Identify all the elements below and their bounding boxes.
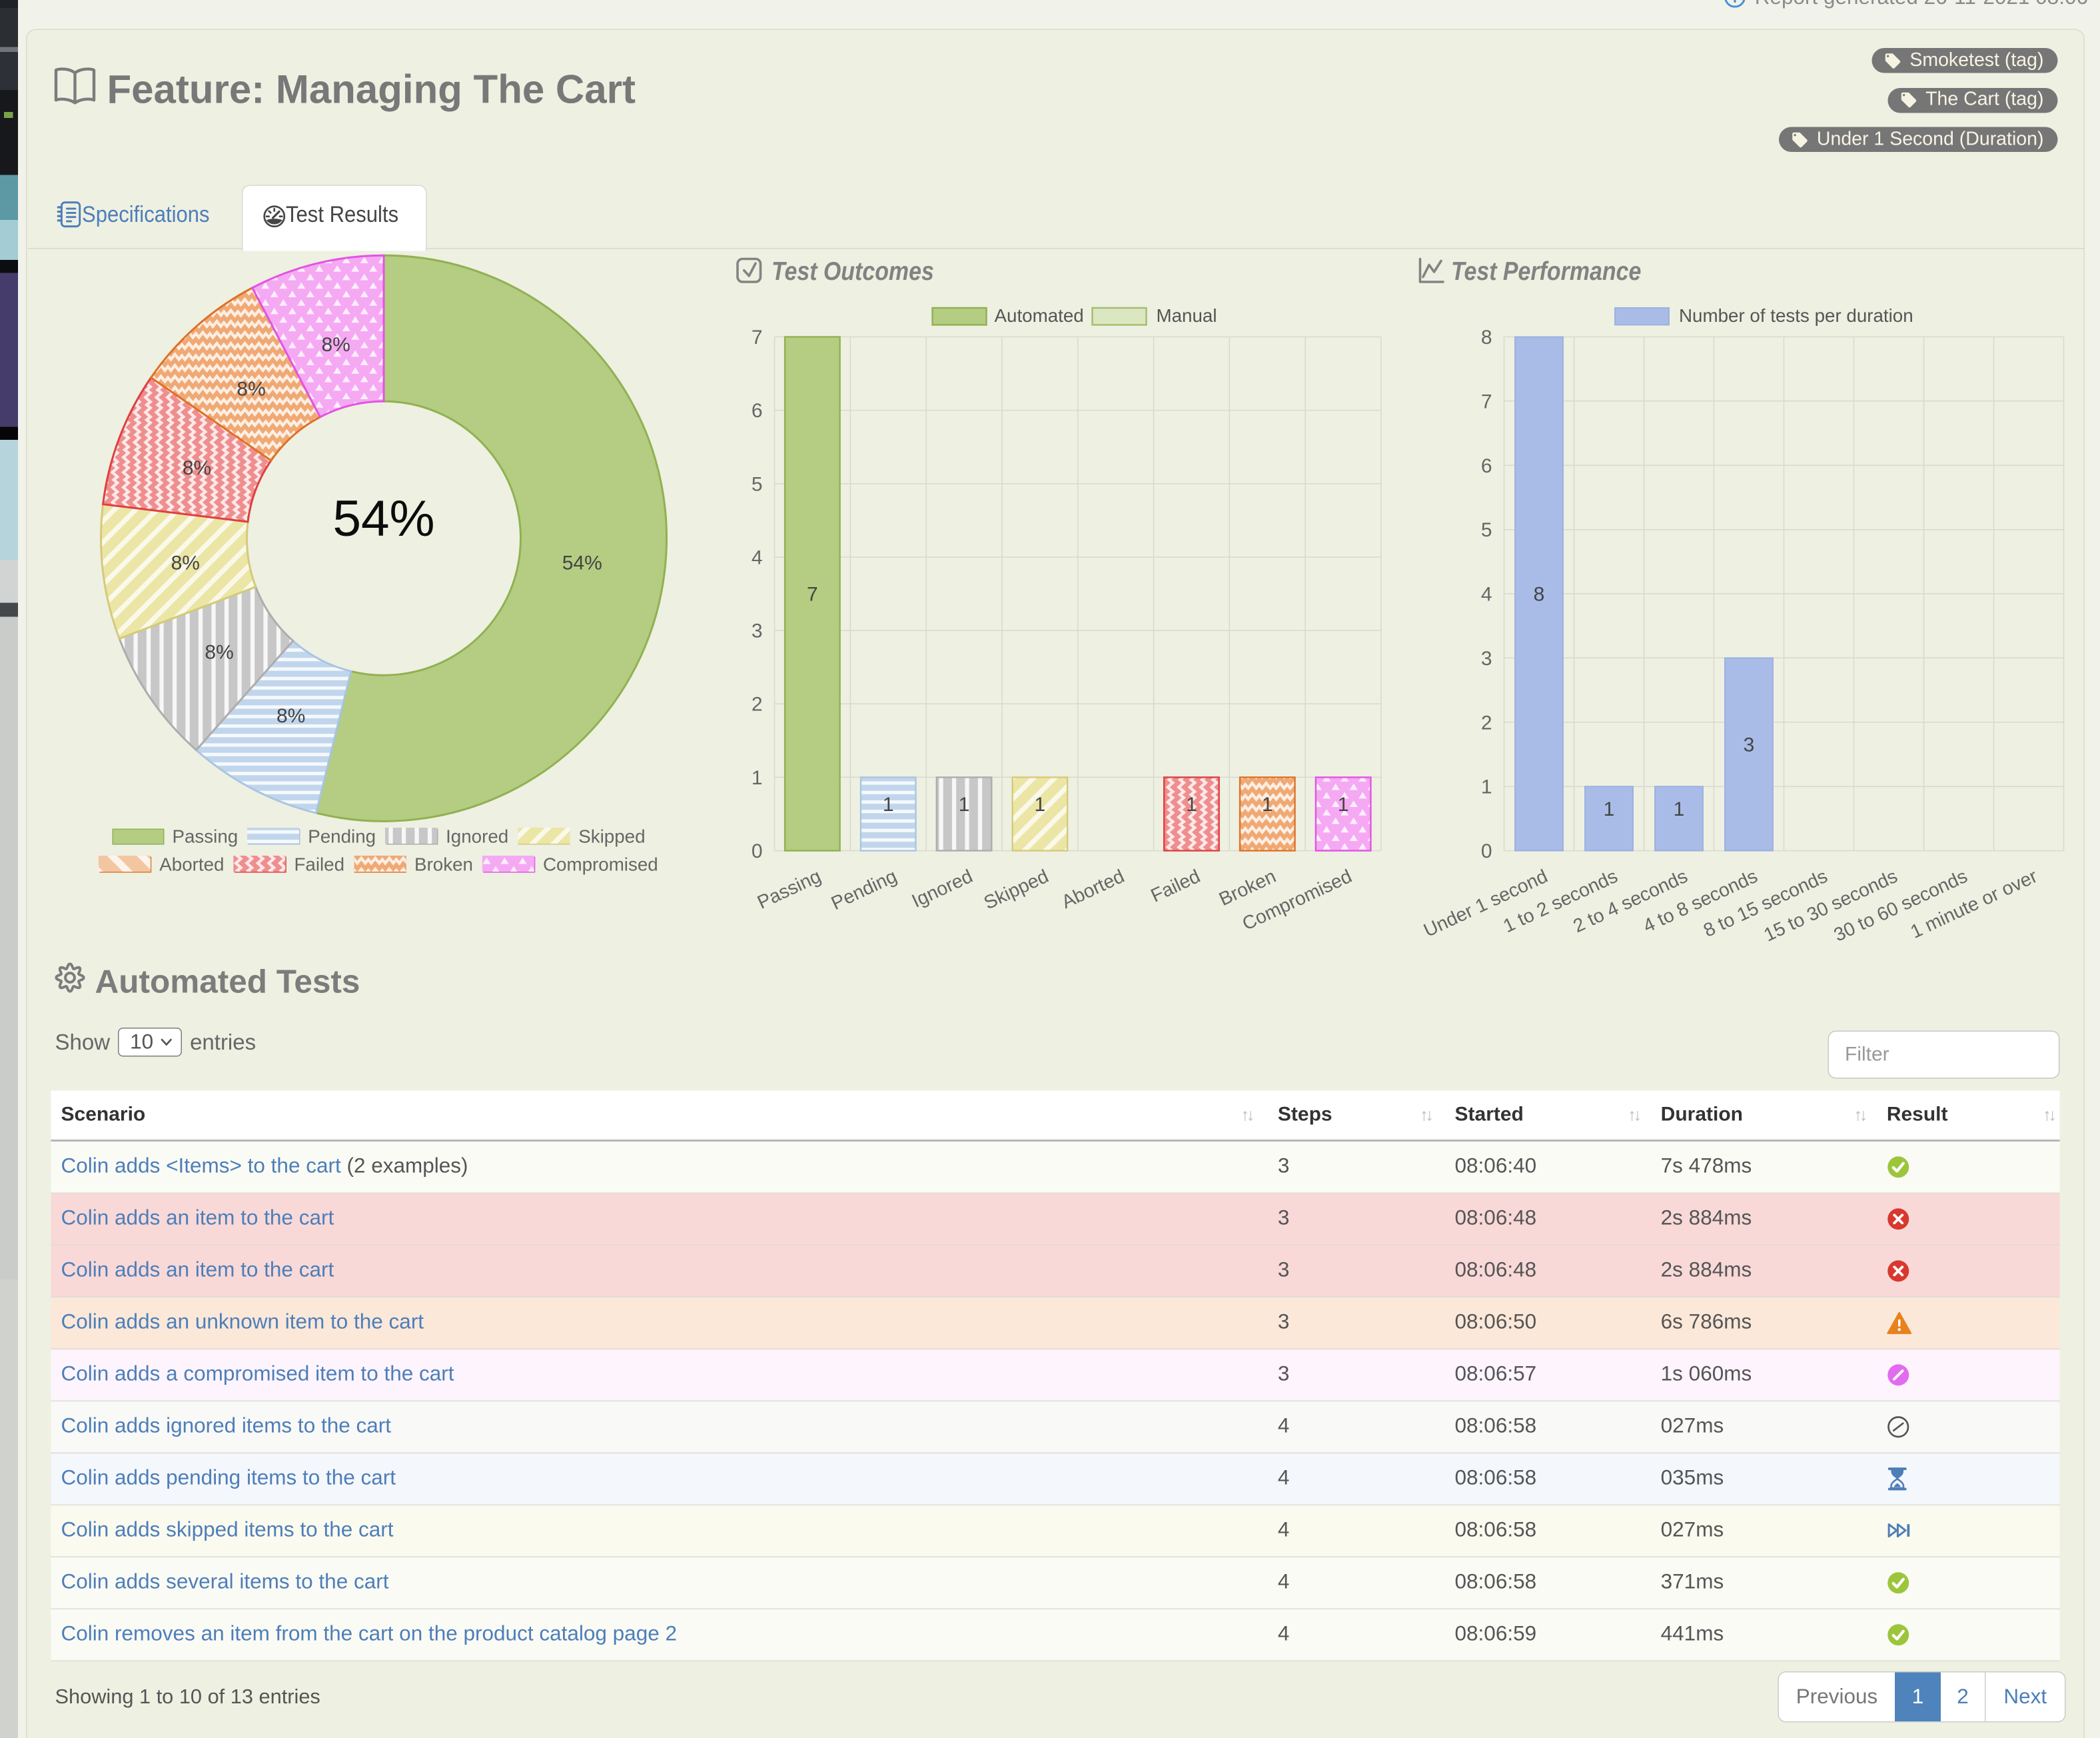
svg-text:1: 1 <box>1262 794 1273 816</box>
svg-text:Failed: Failed <box>1148 866 1204 907</box>
svg-text:1: 1 <box>1186 794 1197 816</box>
svg-text:Aborted: Aborted <box>1059 866 1128 913</box>
svg-text:Test Performance: Test Performance <box>1451 257 1641 286</box>
svg-text:Test Outcomes: Test Outcomes <box>772 257 934 286</box>
svg-text:8: 8 <box>1481 327 1492 349</box>
svg-text:3: 3 <box>1481 648 1492 670</box>
svg-text:0: 0 <box>1481 840 1492 862</box>
svg-text:8%: 8% <box>237 379 265 401</box>
svg-text:Passing: Passing <box>754 866 824 914</box>
svg-text:2: 2 <box>752 694 763 716</box>
svg-text:7: 7 <box>807 584 818 606</box>
svg-text:5: 5 <box>752 473 763 495</box>
svg-text:4: 4 <box>752 546 763 568</box>
svg-text:Number of tests per duration: Number of tests per duration <box>1679 305 1913 326</box>
svg-text:8%: 8% <box>205 642 233 664</box>
svg-text:Ignored: Ignored <box>909 866 976 912</box>
svg-text:1: 1 <box>1338 794 1349 816</box>
svg-text:54%: 54% <box>332 490 434 547</box>
svg-text:Skipped: Skipped <box>981 866 1052 914</box>
svg-text:1: 1 <box>959 794 970 816</box>
svg-text:1: 1 <box>1604 798 1615 820</box>
svg-text:3: 3 <box>1744 734 1755 756</box>
svg-text:Manual: Manual <box>1157 305 1217 326</box>
svg-text:1: 1 <box>883 794 894 816</box>
svg-text:8%: 8% <box>183 457 211 479</box>
svg-text:0: 0 <box>752 840 763 862</box>
svg-text:3: 3 <box>752 620 763 642</box>
svg-text:54%: 54% <box>562 552 602 574</box>
svg-text:Pending: Pending <box>828 866 900 914</box>
svg-text:1: 1 <box>1035 794 1046 816</box>
svg-text:Automated: Automated <box>995 305 1084 326</box>
svg-text:1: 1 <box>1481 776 1492 798</box>
svg-text:1: 1 <box>1674 798 1685 820</box>
svg-text:1: 1 <box>752 767 763 789</box>
svg-text:6: 6 <box>1481 455 1492 477</box>
svg-text:2: 2 <box>1481 712 1492 734</box>
svg-text:5: 5 <box>1481 519 1492 541</box>
svg-text:7: 7 <box>1481 391 1492 413</box>
svg-text:8%: 8% <box>276 705 305 727</box>
svg-text:7: 7 <box>752 327 763 349</box>
svg-text:8%: 8% <box>171 552 200 574</box>
svg-text:8%: 8% <box>321 334 350 356</box>
svg-text:4: 4 <box>1481 584 1492 606</box>
svg-text:8: 8 <box>1534 584 1545 606</box>
svg-text:6: 6 <box>752 400 763 422</box>
